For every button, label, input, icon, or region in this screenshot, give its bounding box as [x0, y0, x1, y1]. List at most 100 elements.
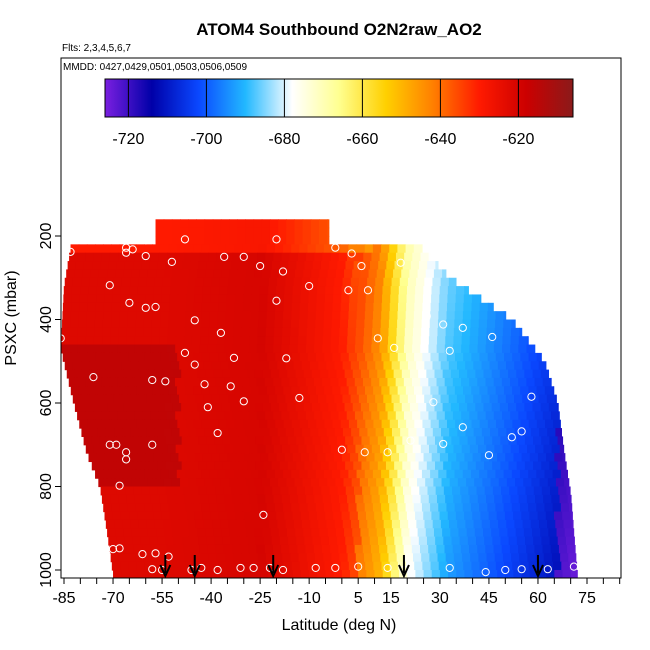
sample-point — [213, 565, 222, 575]
heatmap-cell — [544, 386, 554, 396]
heatmap-cell — [502, 444, 512, 454]
sample-point — [569, 562, 579, 571]
heatmap-cell — [72, 394, 82, 404]
heatmap-cell — [420, 377, 429, 387]
heatmap-cell — [189, 436, 199, 446]
heatmap-cell — [327, 269, 337, 279]
heatmap-cell — [324, 302, 334, 312]
x-tick-label: -85 — [52, 590, 75, 607]
heatmap-cell — [449, 478, 459, 488]
heatmap-cell — [281, 336, 291, 346]
heatmap-cell — [116, 536, 126, 546]
heatmap-cell — [450, 369, 460, 379]
heatmap-cell — [138, 361, 148, 371]
heatmap-cell — [216, 411, 225, 421]
heatmap-cell — [286, 236, 296, 245]
heatmap-cell — [291, 352, 301, 362]
heatmap-cell — [388, 319, 398, 329]
heatmap-cell — [175, 444, 185, 454]
heatmap-cell — [511, 319, 516, 329]
heatmap-cell — [77, 327, 87, 337]
heatmap-cell — [195, 361, 205, 371]
heatmap-cell — [425, 478, 434, 488]
heatmap-cell — [104, 453, 114, 463]
heatmap-cell — [208, 494, 217, 504]
heatmap-cell — [456, 570, 466, 578]
heatmap-cell — [298, 444, 308, 454]
heatmap-cell — [513, 453, 523, 463]
heatmap-cell — [194, 294, 203, 304]
heatmap-cell — [265, 344, 274, 354]
heatmap-cell — [372, 469, 382, 479]
heatmap-cell — [240, 494, 250, 504]
heatmap-cell — [277, 394, 286, 404]
heatmap-cell — [192, 553, 202, 563]
heatmap-cell — [198, 536, 207, 546]
heatmap-cell — [184, 244, 194, 254]
heatmap-cell — [315, 311, 325, 321]
heatmap-cell — [175, 252, 185, 262]
heatmap-cell — [416, 277, 425, 287]
heatmap-cell — [445, 553, 455, 563]
heatmap-cell — [405, 352, 415, 362]
heatmap-cell — [544, 469, 554, 479]
heatmap-cell — [284, 511, 294, 521]
heatmap-cell — [408, 519, 417, 529]
heatmap-cell — [87, 302, 97, 312]
heatmap-cell — [323, 319, 333, 329]
colorbar-tick-label: -700 — [190, 131, 222, 148]
heatmap-cell — [378, 486, 388, 496]
heatmap-cell — [444, 377, 454, 387]
heatmap-cell — [514, 361, 523, 371]
heatmap-cell — [521, 453, 531, 463]
heatmap-cell — [309, 361, 319, 371]
heatmap-cell — [323, 503, 333, 513]
heatmap-cell — [307, 352, 317, 362]
heatmap-cell — [486, 444, 495, 454]
heatmap-cell — [230, 536, 240, 546]
sample-point — [337, 445, 346, 454]
heatmap-cell — [384, 269, 394, 279]
heatmap-cell — [163, 478, 173, 488]
heatmap-cell — [188, 269, 198, 279]
heatmap-cell — [180, 227, 189, 237]
heatmap-cell — [355, 327, 365, 337]
heatmap-cell — [527, 553, 537, 563]
heatmap-cell — [321, 486, 331, 496]
heatmap-cell — [130, 277, 139, 287]
heatmap-cell — [377, 369, 387, 379]
heatmap-cell — [315, 386, 325, 396]
heatmap-cell — [296, 486, 306, 496]
heatmap-cell — [74, 403, 84, 412]
heatmap-cell — [428, 494, 438, 504]
heatmap-cell — [366, 453, 376, 463]
heatmap-cell — [482, 528, 492, 538]
heatmap-cell — [422, 294, 432, 304]
heatmap-cell — [536, 469, 546, 479]
heatmap-cell — [516, 403, 525, 412]
heatmap-cell — [110, 336, 119, 346]
heatmap-cell — [138, 428, 148, 437]
heatmap-cell — [495, 311, 505, 321]
heatmap-cell — [187, 428, 197, 437]
heatmap-cell — [271, 436, 281, 446]
heatmap-cell — [347, 553, 357, 563]
heatmap-cell — [102, 444, 111, 454]
sample-point — [396, 258, 405, 267]
heatmap-cell — [445, 336, 455, 346]
heatmap-cell — [102, 327, 112, 337]
heatmap-cell — [389, 419, 399, 429]
heatmap-cell — [298, 553, 308, 563]
heatmap-cell — [204, 428, 213, 437]
heatmap-cell — [200, 553, 210, 563]
heatmap-cell — [371, 494, 381, 504]
heatmap-cell — [103, 503, 112, 513]
sample-point — [108, 545, 118, 554]
heatmap-cell — [388, 553, 398, 563]
heatmap-cell — [476, 536, 485, 546]
heatmap-cell — [433, 528, 443, 538]
heatmap-cell — [369, 436, 379, 446]
heatmap-cell — [299, 503, 309, 513]
heatmap-cell — [151, 553, 161, 563]
heatmap-cell — [191, 544, 200, 554]
